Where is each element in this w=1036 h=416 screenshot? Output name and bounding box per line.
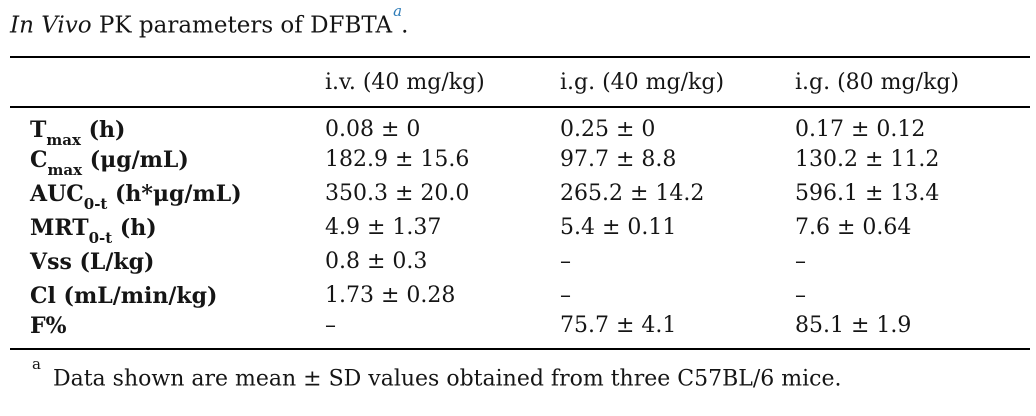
param-unit: (h) <box>80 116 126 143</box>
row-label-f: F% <box>10 313 325 349</box>
caption-italic-part: In Vivo <box>10 12 92 39</box>
param-unit: (mL/min/kg) <box>55 282 218 309</box>
paper-table-panel: In Vivo PK parameters of DFBTAa. i.v. (4… <box>10 2 1030 391</box>
cell-value: – <box>560 249 571 275</box>
cell-value: – <box>795 249 806 275</box>
cell-value: 0.25 ± 0 <box>560 117 656 143</box>
table-row-cl: Cl (mL/min/kg) 1.73 ± 0.28 – – <box>10 279 1030 313</box>
param-unit: (h) <box>112 214 157 241</box>
header-row: i.v. (40 mg/kg) i.g. (40 mg/kg) i.g. (80… <box>10 56 1030 108</box>
cell-value: 130.2 ± 11.2 <box>795 147 940 173</box>
footnote-marker: a <box>32 354 41 373</box>
param-subscript: max <box>46 131 81 150</box>
param-symbol: AUC <box>30 180 84 207</box>
table-row-f: F% – 75.7 ± 4.1 85.1 ± 1.9 <box>10 313 1030 349</box>
param-subscript: max <box>47 161 83 180</box>
cell-value: 182.9 ± 15.6 <box>325 147 470 173</box>
cell-value: 7.6 ± 0.64 <box>795 215 912 241</box>
param-symbol: F% <box>30 312 67 339</box>
cell-value: 265.2 ± 14.2 <box>560 181 705 207</box>
header-parameter-blank <box>10 56 325 108</box>
row-label-tmax: Tmax (h) <box>10 107 325 148</box>
cell-value: 350.3 ± 20.0 <box>325 181 470 207</box>
footnote-reference-link[interactable]: a <box>393 2 403 20</box>
cell-value: – <box>560 283 571 309</box>
row-label-cmax: Cmax (μg/mL) <box>10 143 325 180</box>
cell-value: 0.8 ± 0.3 <box>325 249 428 275</box>
cell-value: 75.7 ± 4.1 <box>560 313 677 339</box>
cell-value: 97.7 ± 8.8 <box>560 147 677 173</box>
table-footnote: a Data shown are mean ± SD values obtaine… <box>10 355 1030 391</box>
cell-value: – <box>325 313 336 339</box>
row-label-cl: Cl (mL/min/kg) <box>10 279 325 313</box>
table-row-cmax: Cmax (μg/mL) 182.9 ± 15.6 97.7 ± 8.8 130… <box>10 143 1030 180</box>
row-label-mrt: MRT0-t (h) <box>10 211 325 248</box>
header-ig-80: i.g. (80 mg/kg) <box>795 56 1030 108</box>
param-unit: (μg/mL) <box>82 146 189 173</box>
table-row-auc: AUC0-t (h*μg/mL) 350.3 ± 20.0 265.2 ± 14… <box>10 177 1030 214</box>
param-symbol: Cl <box>30 282 56 309</box>
cell-value: – <box>795 283 806 309</box>
row-label-auc: AUC0-t (h*μg/mL) <box>10 177 325 214</box>
param-unit: (L/kg) <box>71 248 155 275</box>
pk-parameters-table: i.v. (40 mg/kg) i.g. (40 mg/kg) i.g. (80… <box>10 55 1030 350</box>
cell-value: 5.4 ± 0.11 <box>560 215 677 241</box>
table-row-tmax: Tmax (h) 0.08 ± 0 0.25 ± 0 0.17 ± 0.12 <box>10 107 1030 148</box>
param-subscript: 0-t <box>83 195 108 214</box>
param-unit: (h*μg/mL) <box>107 180 242 207</box>
cell-value: 1.73 ± 0.28 <box>325 283 456 309</box>
row-label-vss: Vss (L/kg) <box>10 245 325 279</box>
caption-rest: PK parameters of DFBTA <box>91 12 393 39</box>
param-subscript: 0-t <box>88 229 113 248</box>
caption-period: . <box>401 12 409 39</box>
cell-value: 0.17 ± 0.12 <box>795 117 926 143</box>
table-caption: In Vivo PK parameters of DFBTAa. <box>10 2 1030 41</box>
param-symbol: Vss <box>30 248 72 275</box>
header-ig-40: i.g. (40 mg/kg) <box>560 56 795 108</box>
table-row-mrt: MRT0-t (h) 4.9 ± 1.37 5.4 ± 0.11 7.6 ± 0… <box>10 211 1030 248</box>
cell-value: 85.1 ± 1.9 <box>795 313 912 339</box>
param-symbol: C <box>30 146 48 173</box>
cell-value: 4.9 ± 1.37 <box>325 215 442 241</box>
header-iv-40: i.v. (40 mg/kg) <box>325 56 560 108</box>
cell-value: 0.08 ± 0 <box>325 117 421 143</box>
cell-value: 596.1 ± 13.4 <box>795 181 940 207</box>
table-row-vss: Vss (L/kg) 0.8 ± 0.3 – – <box>10 245 1030 279</box>
footnote-text: Data shown are mean ± SD values obtained… <box>52 365 842 391</box>
param-symbol: MRT <box>30 214 89 241</box>
param-symbol: T <box>30 116 47 143</box>
